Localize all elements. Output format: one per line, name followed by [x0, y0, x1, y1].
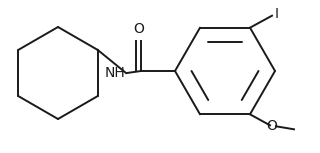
Text: NH: NH	[104, 66, 125, 80]
Text: O: O	[267, 119, 277, 133]
Text: O: O	[133, 22, 144, 36]
Text: I: I	[275, 7, 279, 21]
